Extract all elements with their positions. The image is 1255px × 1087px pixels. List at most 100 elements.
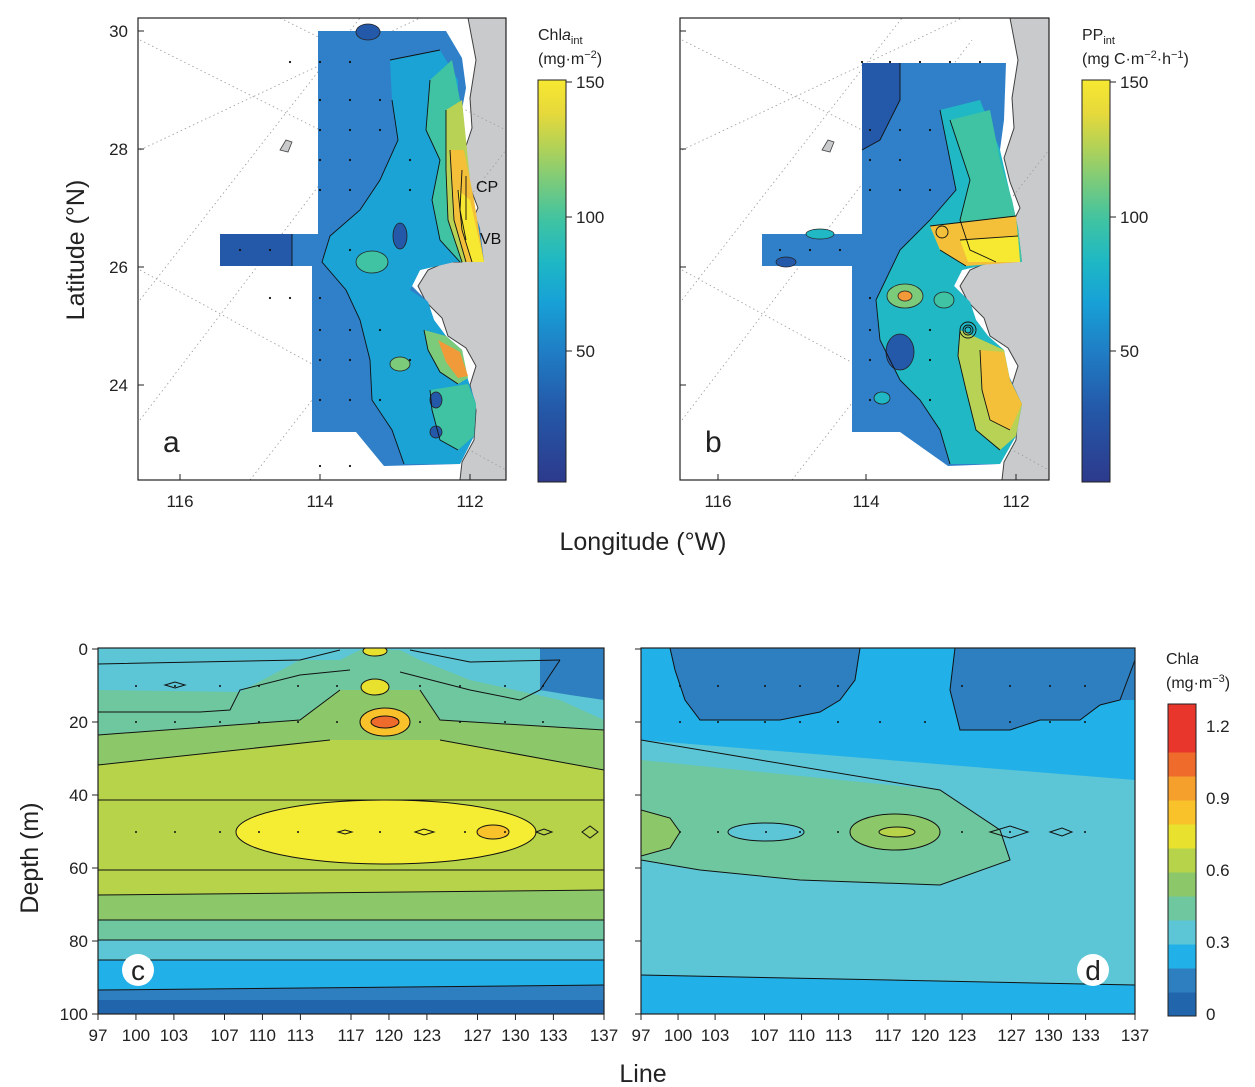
panel-b-lon-tick-116: 116 xyxy=(704,492,731,511)
panel-c-line-tick-123: 123 xyxy=(413,1026,441,1045)
chla-colorbar-band xyxy=(1168,944,1196,969)
lat-tick-30: 30 xyxy=(109,22,128,41)
panel-d-line-tick-113: 113 xyxy=(825,1026,852,1045)
cbar-b-tick-50: 50 xyxy=(1120,342,1139,361)
panel-a-contours xyxy=(291,49,473,465)
depth-tick-40: 40 xyxy=(69,786,88,805)
chla-colorbar-band xyxy=(1168,704,1196,729)
cbar-a-tick-150: 150 xyxy=(576,73,604,92)
chla-colorbar-band xyxy=(1168,992,1196,1017)
svg-text:PPint: PPint xyxy=(1082,27,1115,47)
panel-d-line-tick-130: 130 xyxy=(1034,1026,1062,1045)
cbar-a-tick-50: 50 xyxy=(576,342,595,361)
panel-c-line-tick-107: 107 xyxy=(210,1026,238,1045)
panel-d-line-tick-120: 120 xyxy=(911,1026,939,1045)
cbar-chla-tick-1-2: 1.2 xyxy=(1206,717,1230,736)
lat-tick-26: 26 xyxy=(109,258,128,277)
chla-colorbar-band xyxy=(1168,848,1196,873)
panel-c-letter: c xyxy=(131,955,145,986)
depth-tick-80: 80 xyxy=(69,932,88,951)
panel-d-samples xyxy=(679,685,1086,833)
annotation-cp: CP xyxy=(476,179,498,196)
cbar-chla-tick-0-9: 0.9 xyxy=(1206,789,1230,808)
chla-colorbar-band xyxy=(1168,776,1196,801)
svg-text:Chlaint: Chlaint xyxy=(538,27,583,47)
cbar-a-tick-100: 100 xyxy=(576,208,604,227)
panel-a-lat-ticks xyxy=(138,30,144,386)
panel-d-section: d 97 100 103 107 110 113 117 120 123 127 130 133 137 xyxy=(632,647,1149,1045)
panel-d-line-tick-110: 110 xyxy=(788,1026,815,1045)
panel-d-line-tick-103: 103 xyxy=(701,1026,729,1045)
colorbar-chla: Chla (mg·m−3) 0 0.3 0.6 0.9 1.2 xyxy=(1166,651,1230,1024)
depth-axis-label: Depth (m) xyxy=(16,802,44,913)
chla-colorbar-band xyxy=(1168,872,1196,897)
panel-a-lon-tick-112: 112 xyxy=(456,492,483,511)
depth-tick-20: 20 xyxy=(69,713,88,732)
cbar-b-tick-100: 100 xyxy=(1120,208,1148,227)
chla-colorbar-band xyxy=(1168,920,1196,945)
colorbar-pp-int: PPint (mg C·m−2·h−1) 150 100 50 xyxy=(1081,27,1189,483)
panel-b-lon-tick-112: 112 xyxy=(1002,492,1029,511)
panel-c-line-tick-130: 130 xyxy=(501,1026,529,1045)
chla-colorbar-band xyxy=(1168,752,1196,777)
colorbar-chla-int: Chlaint (mg·m−2) 150 100 50 xyxy=(537,27,604,483)
panel-d-line-tick-107: 107 xyxy=(750,1026,778,1045)
chla-colorbar-band xyxy=(1168,800,1196,825)
annotation-vb: VB xyxy=(480,231,501,248)
panel-c-line-tick-103: 103 xyxy=(160,1026,188,1045)
panel-b-lon-tick-114: 114 xyxy=(852,492,879,511)
panel-d-line-tick-137: 137 xyxy=(1121,1026,1149,1045)
panel-c-line-tick-97: 97 xyxy=(89,1026,108,1045)
cbar-b-tick-150: 150 xyxy=(1120,73,1148,92)
panel-c-line-tick-110: 110 xyxy=(249,1026,276,1045)
latitude-axis-label: Latitude (°N) xyxy=(62,180,90,321)
panel-c-line-tick-113: 113 xyxy=(287,1026,314,1045)
lat-tick-24: 24 xyxy=(109,376,128,395)
panel-a-map: CP VB a 30 28 26 24 116 114 112 xyxy=(109,17,507,511)
chla-colorbar-band xyxy=(1168,728,1196,753)
panel-a-stations xyxy=(238,60,412,468)
panel-d-letter: d xyxy=(1085,955,1101,986)
panel-b-land xyxy=(959,18,1049,480)
panel-d-contours xyxy=(641,648,1135,986)
panel-b-contours xyxy=(861,63,1019,465)
cbar-chla-tick-0-3: 0.3 xyxy=(1206,933,1230,952)
panel-d-line-tick-100: 100 xyxy=(664,1026,692,1045)
svg-text:(mg·m−3): (mg·m−3) xyxy=(1166,673,1230,692)
panel-d-line-tick-123: 123 xyxy=(948,1026,976,1045)
panel-d-line-tick-97: 97 xyxy=(632,1026,651,1045)
panel-b-map: b 116 114 112 xyxy=(679,17,1050,511)
chla-colorbar-band xyxy=(1168,824,1196,849)
panel-c-line-tick-117: 117 xyxy=(337,1026,364,1045)
panel-a-letter: a xyxy=(163,426,180,459)
depth-tick-0: 0 xyxy=(79,640,88,659)
depth-tick-60: 60 xyxy=(69,859,88,878)
panel-b-letter: b xyxy=(705,426,722,459)
panel-c-line-ticks: 97 100 103 107 110 113 117 120 123 127 130 133 137 xyxy=(89,1014,618,1045)
panel-d-line-tick-127: 127 xyxy=(997,1026,1025,1045)
cbar-chla-tick-0: 0 xyxy=(1206,1005,1215,1024)
svg-text:(mg·m−2): (mg·m−2) xyxy=(538,49,602,68)
lat-tick-28: 28 xyxy=(109,140,128,159)
panel-c-depth-ticks xyxy=(92,648,98,1015)
panel-c-section: c 0 20 40 60 80 100 97 100 103 107 110 113 117… xyxy=(60,640,619,1045)
panel-d-line-tick-117: 117 xyxy=(874,1026,901,1045)
panel-c-samples xyxy=(135,685,544,833)
line-axis-label: Line xyxy=(619,1060,666,1087)
panel-c-line-tick-137: 137 xyxy=(590,1026,618,1045)
cbar-chla-tick-0-6: 0.6 xyxy=(1206,861,1230,880)
longitude-axis-label: Longitude (°W) xyxy=(559,528,726,556)
chla-colorbar-band xyxy=(1168,968,1196,993)
svg-text:Chla: Chla xyxy=(1166,651,1199,668)
panel-c-line-tick-133: 133 xyxy=(539,1026,567,1045)
svg-text:(mg C·m−2·h−1): (mg C·m−2·h−1) xyxy=(1082,49,1189,68)
panel-d-line-tick-133: 133 xyxy=(1071,1026,1099,1045)
panel-a-lon-tick-114: 114 xyxy=(306,492,333,511)
panel-d-line-ticks: 97 100 103 107 110 113 117 120 123 127 130 133 137 xyxy=(632,1014,1149,1045)
depth-tick-100: 100 xyxy=(60,1005,88,1024)
panel-c-contours xyxy=(98,648,604,991)
panel-c-line-tick-120: 120 xyxy=(375,1026,403,1045)
panel-b-stations xyxy=(778,60,982,402)
panel-c-line-tick-127: 127 xyxy=(463,1026,491,1045)
